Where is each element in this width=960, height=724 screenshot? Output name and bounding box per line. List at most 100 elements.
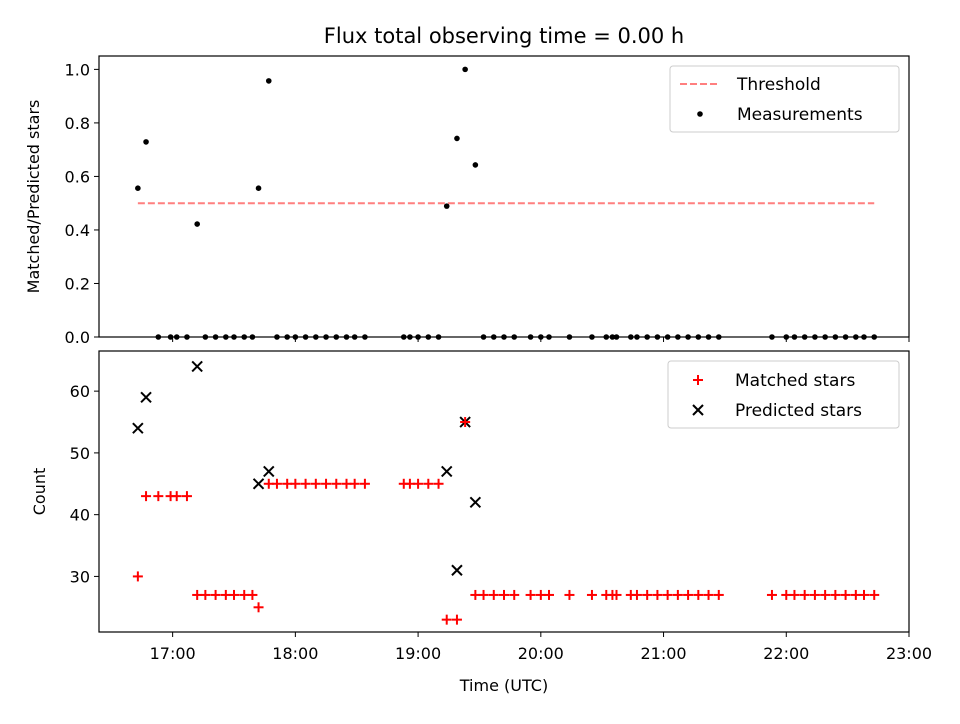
legend-matched-label: Matched stars — [735, 371, 855, 391]
legend-measurements-swatch — [697, 111, 703, 117]
top-y-axis: 0.0 0.2 0.4 0.6 0.8 1.0 — [65, 60, 99, 347]
measurement-point — [265, 78, 272, 84]
predicted-point — [263, 465, 275, 478]
predicted-point — [451, 564, 463, 576]
bottom-y-tick-label: 60 — [70, 382, 90, 401]
matched-point — [171, 491, 182, 502]
chart-title: Flux total observing time = 0.00 h — [324, 24, 684, 48]
matched-point — [859, 589, 869, 600]
measurement-point — [490, 334, 497, 340]
measurement-point — [546, 334, 552, 340]
top-legend-box — [669, 65, 900, 133]
bottom-x-tick-label: 21:00 — [640, 644, 686, 663]
measurement-point — [769, 334, 775, 340]
bottom-x-tick-label: 18:00 — [272, 644, 318, 663]
measurement-point — [351, 334, 358, 340]
matched-point — [564, 589, 575, 600]
matched-point — [331, 478, 342, 489]
measurement-point — [871, 334, 878, 340]
measurement-point — [255, 185, 262, 192]
measurement-point — [832, 334, 839, 340]
measurement-point — [313, 334, 319, 340]
measurement-point — [654, 334, 661, 340]
matched-point — [300, 478, 311, 489]
measurement-point — [842, 334, 849, 340]
measurement-point — [362, 334, 368, 340]
matched-point — [799, 589, 810, 600]
measurement-point — [194, 221, 200, 227]
measurement-point — [343, 334, 350, 340]
matched-point — [141, 491, 152, 502]
predicted-point — [191, 360, 203, 373]
measurement-point — [853, 334, 859, 340]
measurement-point — [685, 334, 691, 340]
measurement-point — [527, 334, 534, 340]
measurement-point — [173, 334, 180, 340]
matched-point — [586, 589, 597, 600]
measurement-point — [538, 334, 544, 340]
measurement-point — [415, 334, 421, 340]
measurement-point — [462, 66, 468, 73]
matched-point — [132, 571, 143, 582]
measurement-point — [791, 334, 798, 340]
matched-point — [253, 602, 264, 613]
top-y-tick-label: 0.6 — [65, 167, 90, 186]
matched-point — [229, 589, 239, 600]
top-plot-marks — [135, 66, 878, 340]
measurement-point — [566, 334, 573, 340]
matched-point — [433, 478, 444, 489]
measurement-point — [292, 334, 299, 340]
bottom-y-axis: 30 40 50 60 — [70, 382, 99, 586]
predicted-point — [132, 422, 144, 434]
measurement-point — [143, 139, 149, 145]
matched-point — [652, 589, 663, 600]
measurement-point — [202, 334, 209, 340]
matched-point — [662, 589, 673, 600]
measurement-point — [783, 334, 790, 340]
measurement-point — [644, 334, 650, 340]
measurement-point — [302, 334, 309, 340]
legend-predicted-label: Predicted stars — [735, 401, 862, 421]
matched-point — [359, 478, 370, 489]
measurement-point — [705, 334, 712, 340]
matched-point — [631, 589, 642, 600]
matched-point — [809, 589, 820, 600]
predicted-point — [469, 496, 482, 509]
measurement-point — [511, 334, 518, 340]
matched-point — [766, 589, 777, 600]
matched-point — [451, 614, 462, 625]
measurement-point — [184, 334, 190, 340]
matched-point — [499, 589, 509, 600]
top-y-tick-label: 0.8 — [65, 114, 90, 133]
matched-point — [441, 614, 452, 625]
measurement-point — [454, 135, 460, 142]
measurement-point — [501, 334, 507, 340]
bottom-x-tick-label: 23:00 — [886, 644, 932, 663]
measurement-point — [400, 334, 407, 340]
bottom-y-tick-label: 30 — [70, 567, 90, 586]
predicted-point — [252, 478, 265, 490]
bottom-plot-marks — [132, 360, 880, 625]
matched-point — [830, 589, 841, 600]
top-panel: 0.0 0.2 0.4 0.6 0.8 1.0 Matched/Predicted sta… — [24, 55, 910, 347]
matched-point — [488, 589, 499, 600]
measurement-point — [480, 334, 487, 340]
matched-point — [683, 589, 694, 600]
measurement-point — [613, 334, 620, 340]
measurement-point — [472, 162, 479, 168]
matched-point — [321, 478, 332, 489]
measurement-point — [822, 334, 828, 340]
measurement-point — [628, 334, 634, 340]
bottom-x-tick-label: 17:00 — [150, 644, 196, 663]
predicted-point — [441, 465, 453, 478]
top-y-tick-label: 0.2 — [65, 274, 90, 293]
matched-point — [413, 478, 424, 489]
matched-point — [611, 589, 622, 600]
bottom-legend-box — [667, 360, 900, 429]
measurement-point — [167, 334, 174, 340]
legend-matched-swatch — [693, 375, 703, 385]
matched-point — [200, 589, 211, 600]
bottom-x-tick-label: 19:00 — [395, 644, 441, 663]
top-y-tick-label: 1.0 — [65, 60, 90, 79]
